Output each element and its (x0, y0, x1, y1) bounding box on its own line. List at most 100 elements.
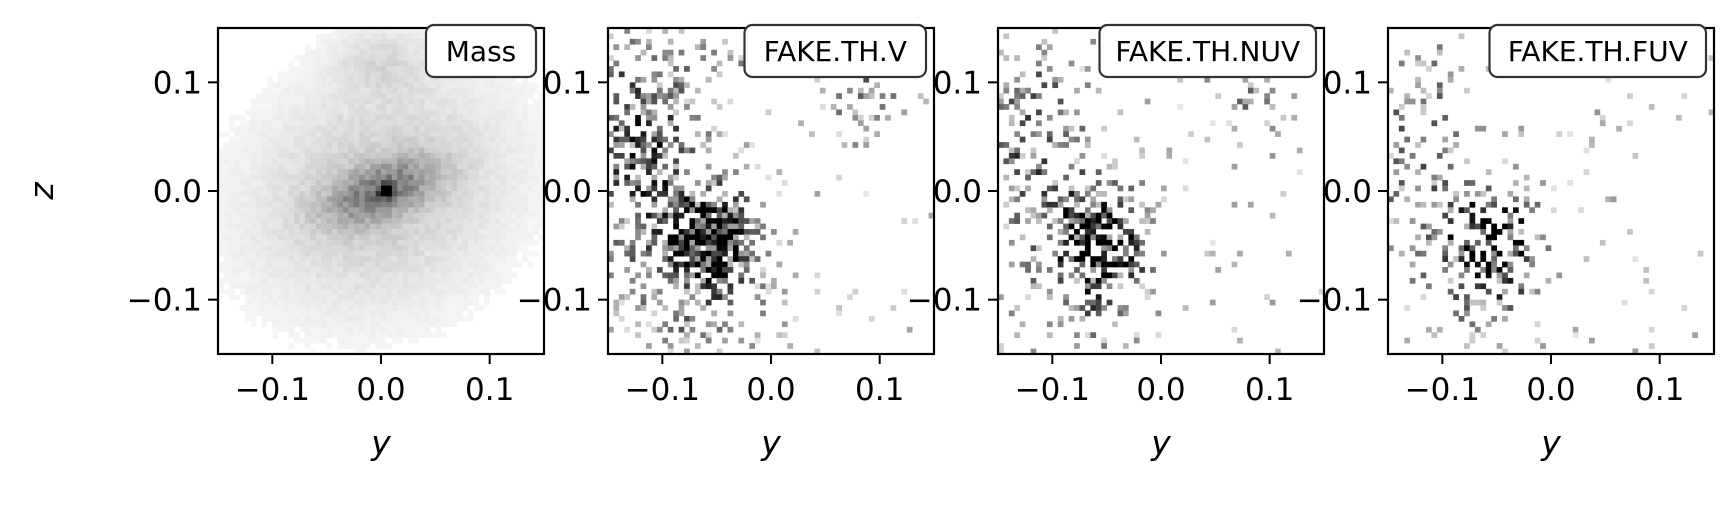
heatmap-cell (629, 256, 636, 262)
heatmap-cell (1215, 267, 1222, 273)
heatmap-cell (451, 120, 458, 127)
heatmap-cell (408, 71, 414, 78)
heatmap-cell (662, 136, 669, 143)
heatmap-cell (359, 33, 365, 40)
heatmap-cell (743, 234, 750, 241)
heatmap-cell (429, 191, 436, 197)
heatmap-cell (1523, 201, 1530, 208)
heatmap-cell (408, 174, 414, 181)
heatmap-cell (1068, 256, 1075, 262)
heatmap-cell (299, 93, 306, 99)
heatmap-cell (694, 180, 701, 186)
heatmap-cell (1117, 272, 1124, 279)
heatmap-cell (315, 98, 322, 105)
heatmap-cell (413, 305, 420, 311)
heatmap-cell (321, 98, 327, 105)
heatmap-cell (266, 218, 273, 224)
heatmap-cell (689, 223, 696, 230)
heatmap-cell (640, 98, 647, 105)
heatmap-cell (1095, 305, 1102, 311)
heatmap-cell (272, 250, 279, 257)
heatmap-cell (283, 120, 289, 127)
heatmap-cell (337, 93, 344, 99)
heatmap-cell (716, 288, 723, 295)
heatmap-cell (234, 272, 241, 279)
heatmap-cell (413, 234, 420, 241)
heatmap-cell (462, 82, 469, 89)
heatmap-cell (511, 196, 518, 203)
heatmap-cell (722, 337, 728, 344)
heatmap-cell (299, 201, 306, 208)
heatmap-cell (1578, 207, 1584, 214)
heatmap-cell (391, 294, 398, 300)
heatmap-cell (500, 158, 507, 165)
heatmap-cell (294, 321, 300, 328)
heatmap-cell (467, 250, 474, 257)
heatmap-cell (304, 294, 311, 300)
heatmap-cell (359, 212, 365, 219)
heatmap-cell (370, 120, 376, 127)
heatmap-cell (1589, 142, 1595, 148)
heatmap-cell (234, 283, 241, 290)
heatmap-cell (299, 223, 306, 230)
heatmap-cell (234, 239, 241, 246)
heatmap-cell (716, 104, 723, 110)
heatmap-cell (342, 288, 349, 295)
heatmap-cell (266, 294, 273, 300)
heatmap-cell (342, 93, 349, 99)
heatmap-cell (478, 147, 485, 154)
heatmap-cell (288, 87, 295, 94)
heatmap-cell (1480, 250, 1487, 257)
heatmap-cell (1063, 125, 1069, 132)
heatmap-cell (234, 218, 241, 224)
heatmap-cell (667, 93, 674, 99)
heatmap-cell (689, 245, 696, 252)
heatmap-cell (266, 299, 273, 306)
heatmap-cell (408, 207, 414, 214)
heatmap-cell (348, 212, 355, 219)
heatmap-cell (500, 125, 507, 132)
heatmap-cell (288, 234, 295, 241)
heatmap-cell (1144, 294, 1151, 300)
heatmap-cell (250, 104, 257, 110)
heatmap-cell (381, 294, 387, 300)
heatmap-cell (332, 87, 338, 94)
heatmap-cell (261, 272, 268, 279)
heatmap-cell (662, 245, 669, 252)
heatmap-cell (413, 55, 420, 61)
heatmap-cell (223, 245, 230, 252)
heatmap-cell (451, 310, 458, 317)
heatmap-cell (294, 234, 300, 241)
heatmap-cell (1447, 261, 1454, 268)
heatmap-cell (1090, 283, 1097, 290)
heatmap-cell (1014, 104, 1021, 110)
heatmap-cell (386, 299, 393, 306)
heatmap-cell (239, 305, 246, 311)
x-tick-label: −0.1 (1405, 372, 1480, 408)
heatmap-cell (234, 212, 241, 219)
heatmap-cell (522, 174, 528, 181)
heatmap-cell (424, 267, 431, 273)
heatmap-cell (440, 261, 447, 268)
heatmap-cell (1442, 267, 1449, 273)
heatmap-cell (424, 207, 431, 214)
heatmap-cell (381, 104, 387, 110)
heatmap-cell (429, 223, 436, 230)
heatmap-cell (402, 245, 409, 252)
heatmap-cell (353, 180, 360, 186)
heatmap-cell (495, 120, 501, 127)
heatmap-cell (678, 191, 685, 197)
heatmap-cell (446, 261, 452, 268)
heatmap-cell (1090, 305, 1097, 311)
heatmap-cell (495, 288, 501, 295)
heatmap-cell (473, 218, 480, 224)
heatmap-cell (266, 147, 273, 154)
heatmap-cell (299, 142, 306, 148)
heatmap-cell (1572, 326, 1579, 333)
heatmap-cell (402, 120, 409, 127)
heatmap-cell (667, 180, 674, 186)
heatmap-cell (1068, 212, 1075, 219)
heatmap-cell (1480, 299, 1487, 306)
heatmap-cell (386, 131, 393, 137)
panel-title-box: FAKE.TH.V (743, 23, 928, 79)
